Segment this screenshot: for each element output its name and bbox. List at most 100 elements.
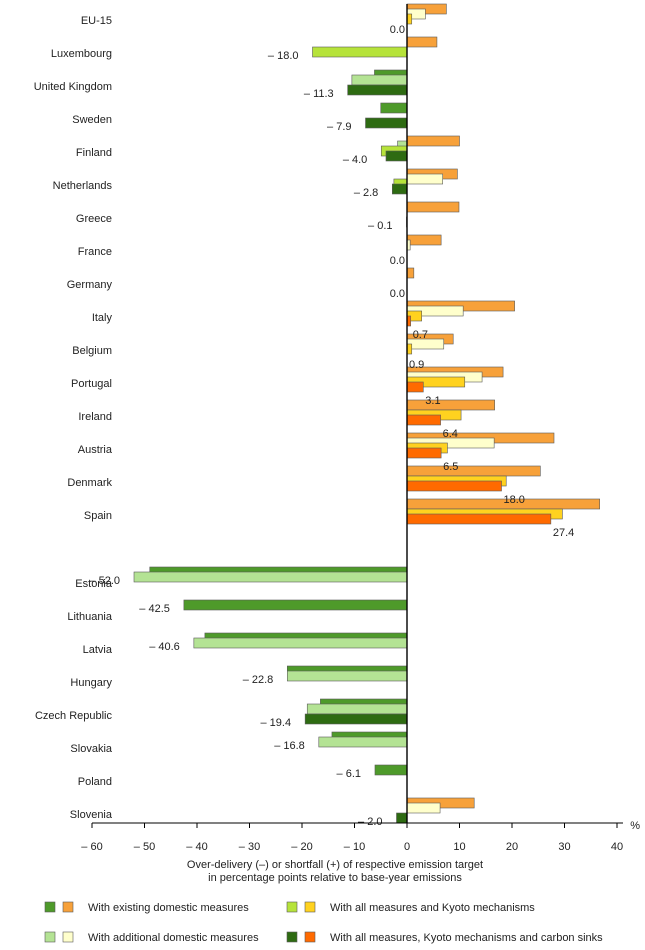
x-tick-label-5: – 10 — [344, 841, 365, 853]
bar-ireland-sinks — [406, 414, 441, 426]
country-label-united-kingdom: United Kingdom — [34, 81, 112, 93]
bar-united-kingdom-sinks — [347, 84, 408, 96]
bar-latvia-additional — [193, 637, 408, 649]
bar-luxembourg-kyoto — [312, 46, 408, 58]
value-label-netherlands: – 2.8 — [354, 187, 378, 199]
value-label-austria: 6.5 — [443, 461, 458, 473]
labels-layer: EU-15 0.0 Luxembourg – 18.0 United Kingdom – … — [34, 15, 575, 828]
country-label-greece: Greece — [76, 213, 112, 225]
country-label-denmark: Denmark — [67, 477, 112, 489]
bar-sweden-existing — [380, 102, 408, 114]
country-label-lithuania: Lithuania — [67, 611, 113, 623]
bar-denmark-sinks — [406, 480, 502, 492]
bar-finland-sinks — [385, 150, 408, 162]
legend-item-sinks: With all measures, Kyoto mechanisms and … — [286, 931, 603, 944]
value-label-germany: 0.0 — [390, 288, 405, 300]
x-tick-label-4: – 20 — [291, 841, 312, 853]
bar-slovenia-sinks — [396, 812, 408, 824]
value-label-united-kingdom: – 11.3 — [304, 88, 334, 100]
legend: With existing domestic measures With all … — [44, 901, 603, 944]
country-label-italy: Italy — [92, 312, 113, 324]
bar-czech-republic-sinks — [304, 713, 408, 725]
bar-hungary-additional — [286, 670, 408, 682]
country-label-netherlands: Netherlands — [53, 180, 113, 192]
country-label-belgium: Belgium — [72, 345, 112, 357]
x-tick-label-10: 40 — [611, 841, 623, 853]
x-tick-label-7: 10 — [453, 841, 465, 853]
bar-luxembourg-existing — [406, 36, 438, 48]
bar-spain-sinks — [406, 513, 552, 525]
bar-netherlands-additional — [406, 173, 444, 185]
bar-denmark-existing — [406, 465, 541, 477]
legend-swatch-existing-2 — [62, 901, 74, 913]
legend-label-existing: With existing domestic measures — [88, 902, 249, 914]
value-label-ireland: 6.4 — [443, 428, 458, 440]
x-tick-label-3: – 30 — [239, 841, 260, 853]
x-tick-label-8: 20 — [506, 841, 518, 853]
country-label-austria: Austria — [78, 444, 113, 456]
bars-layer — [133, 3, 600, 824]
legend-swatch-kyoto-2 — [304, 901, 316, 913]
value-label-denmark: 18.0 — [504, 494, 525, 506]
value-label-eu-15: 0.0 — [390, 24, 405, 36]
bar-austria-sinks — [406, 447, 442, 459]
legend-item-existing: With existing domestic measures — [44, 901, 249, 914]
country-label-latvia: Latvia — [83, 644, 113, 656]
value-label-estonia: – 52.0 — [89, 575, 120, 587]
value-label-france: 0.0 — [390, 255, 405, 267]
country-label-finland: Finland — [76, 147, 112, 159]
country-label-hungary: Hungary — [70, 677, 112, 689]
x-tick-label-0: – 60 — [81, 841, 102, 853]
country-label-portugal: Portugal — [71, 378, 112, 390]
bar-france-existing — [406, 234, 442, 246]
x-tick-label-1: – 50 — [134, 841, 155, 853]
bar-portugal-sinks — [406, 381, 424, 393]
country-label-poland: Poland — [78, 776, 112, 788]
bar-slovenia-additional — [406, 802, 441, 814]
legend-swatch-existing-1 — [44, 901, 56, 913]
country-label-slovakia: Slovakia — [70, 743, 112, 755]
value-label-belgium: 0.9 — [409, 359, 424, 371]
value-label-luxembourg: – 18.0 — [268, 50, 299, 62]
bar-belgium-kyoto — [406, 343, 413, 355]
bar-germany-existing — [406, 267, 415, 279]
bar-estonia-additional — [133, 571, 408, 583]
x-unit-label: % — [630, 820, 640, 832]
legend-swatch-kyoto-1 — [286, 901, 298, 913]
legend-label-additional: With additional domestic measures — [88, 932, 259, 944]
value-label-slovenia: – 2.0 — [358, 816, 382, 828]
bar-ireland-existing — [406, 399, 495, 411]
value-label-greece: – 0.1 — [368, 220, 392, 232]
bar-lithuania-existing — [183, 599, 408, 611]
x-axis-title-line-2: in percentage points relative to base-ye… — [208, 872, 462, 884]
country-label-spain: Spain — [84, 510, 112, 522]
value-label-latvia: – 40.6 — [149, 641, 180, 653]
legend-label-sinks: With all measures, Kyoto mechanisms and … — [330, 932, 603, 944]
value-label-italy: 0.7 — [413, 329, 428, 341]
country-label-slovenia: Slovenia — [70, 809, 113, 821]
legend-swatch-sinks-1 — [286, 931, 298, 943]
x-tick-label-2: – 40 — [186, 841, 207, 853]
value-label-czech-republic: – 19.4 — [261, 717, 292, 729]
legend-item-kyoto: With all measures and Kyoto mechanisms — [286, 901, 535, 914]
country-label-ireland: Ireland — [78, 411, 112, 423]
country-label-estonia: Estonia — [75, 578, 113, 590]
value-label-hungary: – 22.8 — [243, 674, 274, 686]
x-axis-title-line-1: Over-delivery (–) or shortfall (+) of re… — [187, 859, 483, 871]
value-label-spain: 27.4 — [553, 527, 574, 539]
bar-netherlands-sinks — [391, 183, 408, 195]
value-label-finland: – 4.0 — [343, 154, 367, 166]
bar-slovakia-additional — [318, 736, 408, 748]
bar-greece-existing — [406, 201, 460, 213]
bar-finland-existing — [406, 135, 460, 147]
country-label-eu-15: EU-15 — [81, 15, 112, 27]
country-label-france: France — [78, 246, 112, 258]
bar-sweden-sinks — [365, 117, 408, 129]
value-label-portugal: 3.1 — [425, 395, 440, 407]
x-axis: – 60 – 50 – 40 – 30 – 20 – 10 0 10 20 30 40% Over-d… — [81, 4, 640, 884]
bar-united-kingdom-additional — [351, 74, 408, 86]
country-label-germany: Germany — [67, 279, 113, 291]
country-label-sweden: Sweden — [72, 114, 112, 126]
x-tick-label-9: 30 — [558, 841, 570, 853]
